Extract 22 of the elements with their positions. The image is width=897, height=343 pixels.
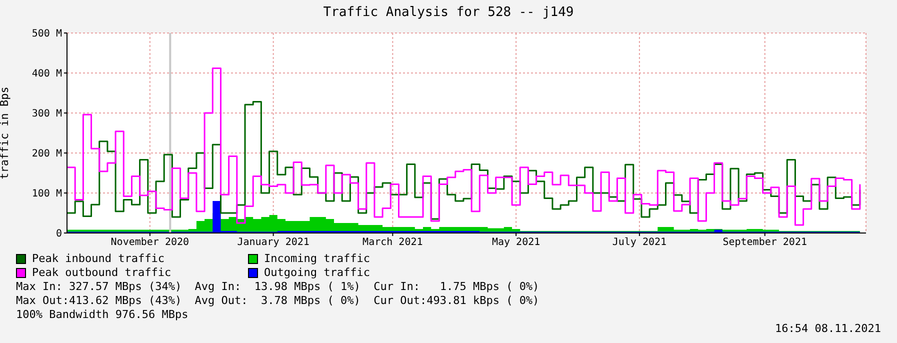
y-axis-title: traffic in Bps bbox=[0, 86, 11, 180]
y-tick-label: 400 M bbox=[32, 68, 62, 80]
legend-label: Peak outbound traffic bbox=[32, 266, 172, 280]
y-tick-label: 500 M bbox=[32, 28, 62, 40]
text: Max In: 327.57 MBps (34%) Avg In: 13.98 MBps ( 1%) Cur In: 1.75 MBps ( 0%) bbox=[16, 280, 540, 294]
legend-label: Peak inbound traffic bbox=[32, 252, 164, 266]
y-tick-label: 100 M bbox=[32, 188, 62, 200]
x-tick-label: March 2021 bbox=[362, 237, 423, 248]
chart-title: Traffic Analysis for 528 -- j149 bbox=[322, 5, 575, 20]
y-tick-label: 0 bbox=[56, 228, 62, 240]
x-tick-label: July 2021 bbox=[612, 237, 667, 248]
legend-label: Incoming traffic bbox=[264, 252, 370, 266]
x-tick-label: January 2021 bbox=[237, 237, 310, 248]
text: Max Out:413.62 MBps (43%) Avg Out: 3.78 MBps ( 0%) Cur Out:493.81 kBps ( 0%) bbox=[16, 294, 540, 308]
y-tick-label: 200 M bbox=[32, 148, 62, 160]
legend-label: Outgoing traffic bbox=[264, 266, 370, 280]
text: 16:54 08.11.2021 bbox=[775, 322, 881, 335]
x-tick-label: May 2021 bbox=[492, 237, 540, 248]
y-tick-label: 300 M bbox=[32, 108, 62, 120]
x-tick-label: September 2021 bbox=[722, 237, 808, 248]
text: 100% Bandwidth 976.56 MBps bbox=[16, 308, 190, 322]
x-tick-label: November 2020 bbox=[110, 237, 190, 248]
